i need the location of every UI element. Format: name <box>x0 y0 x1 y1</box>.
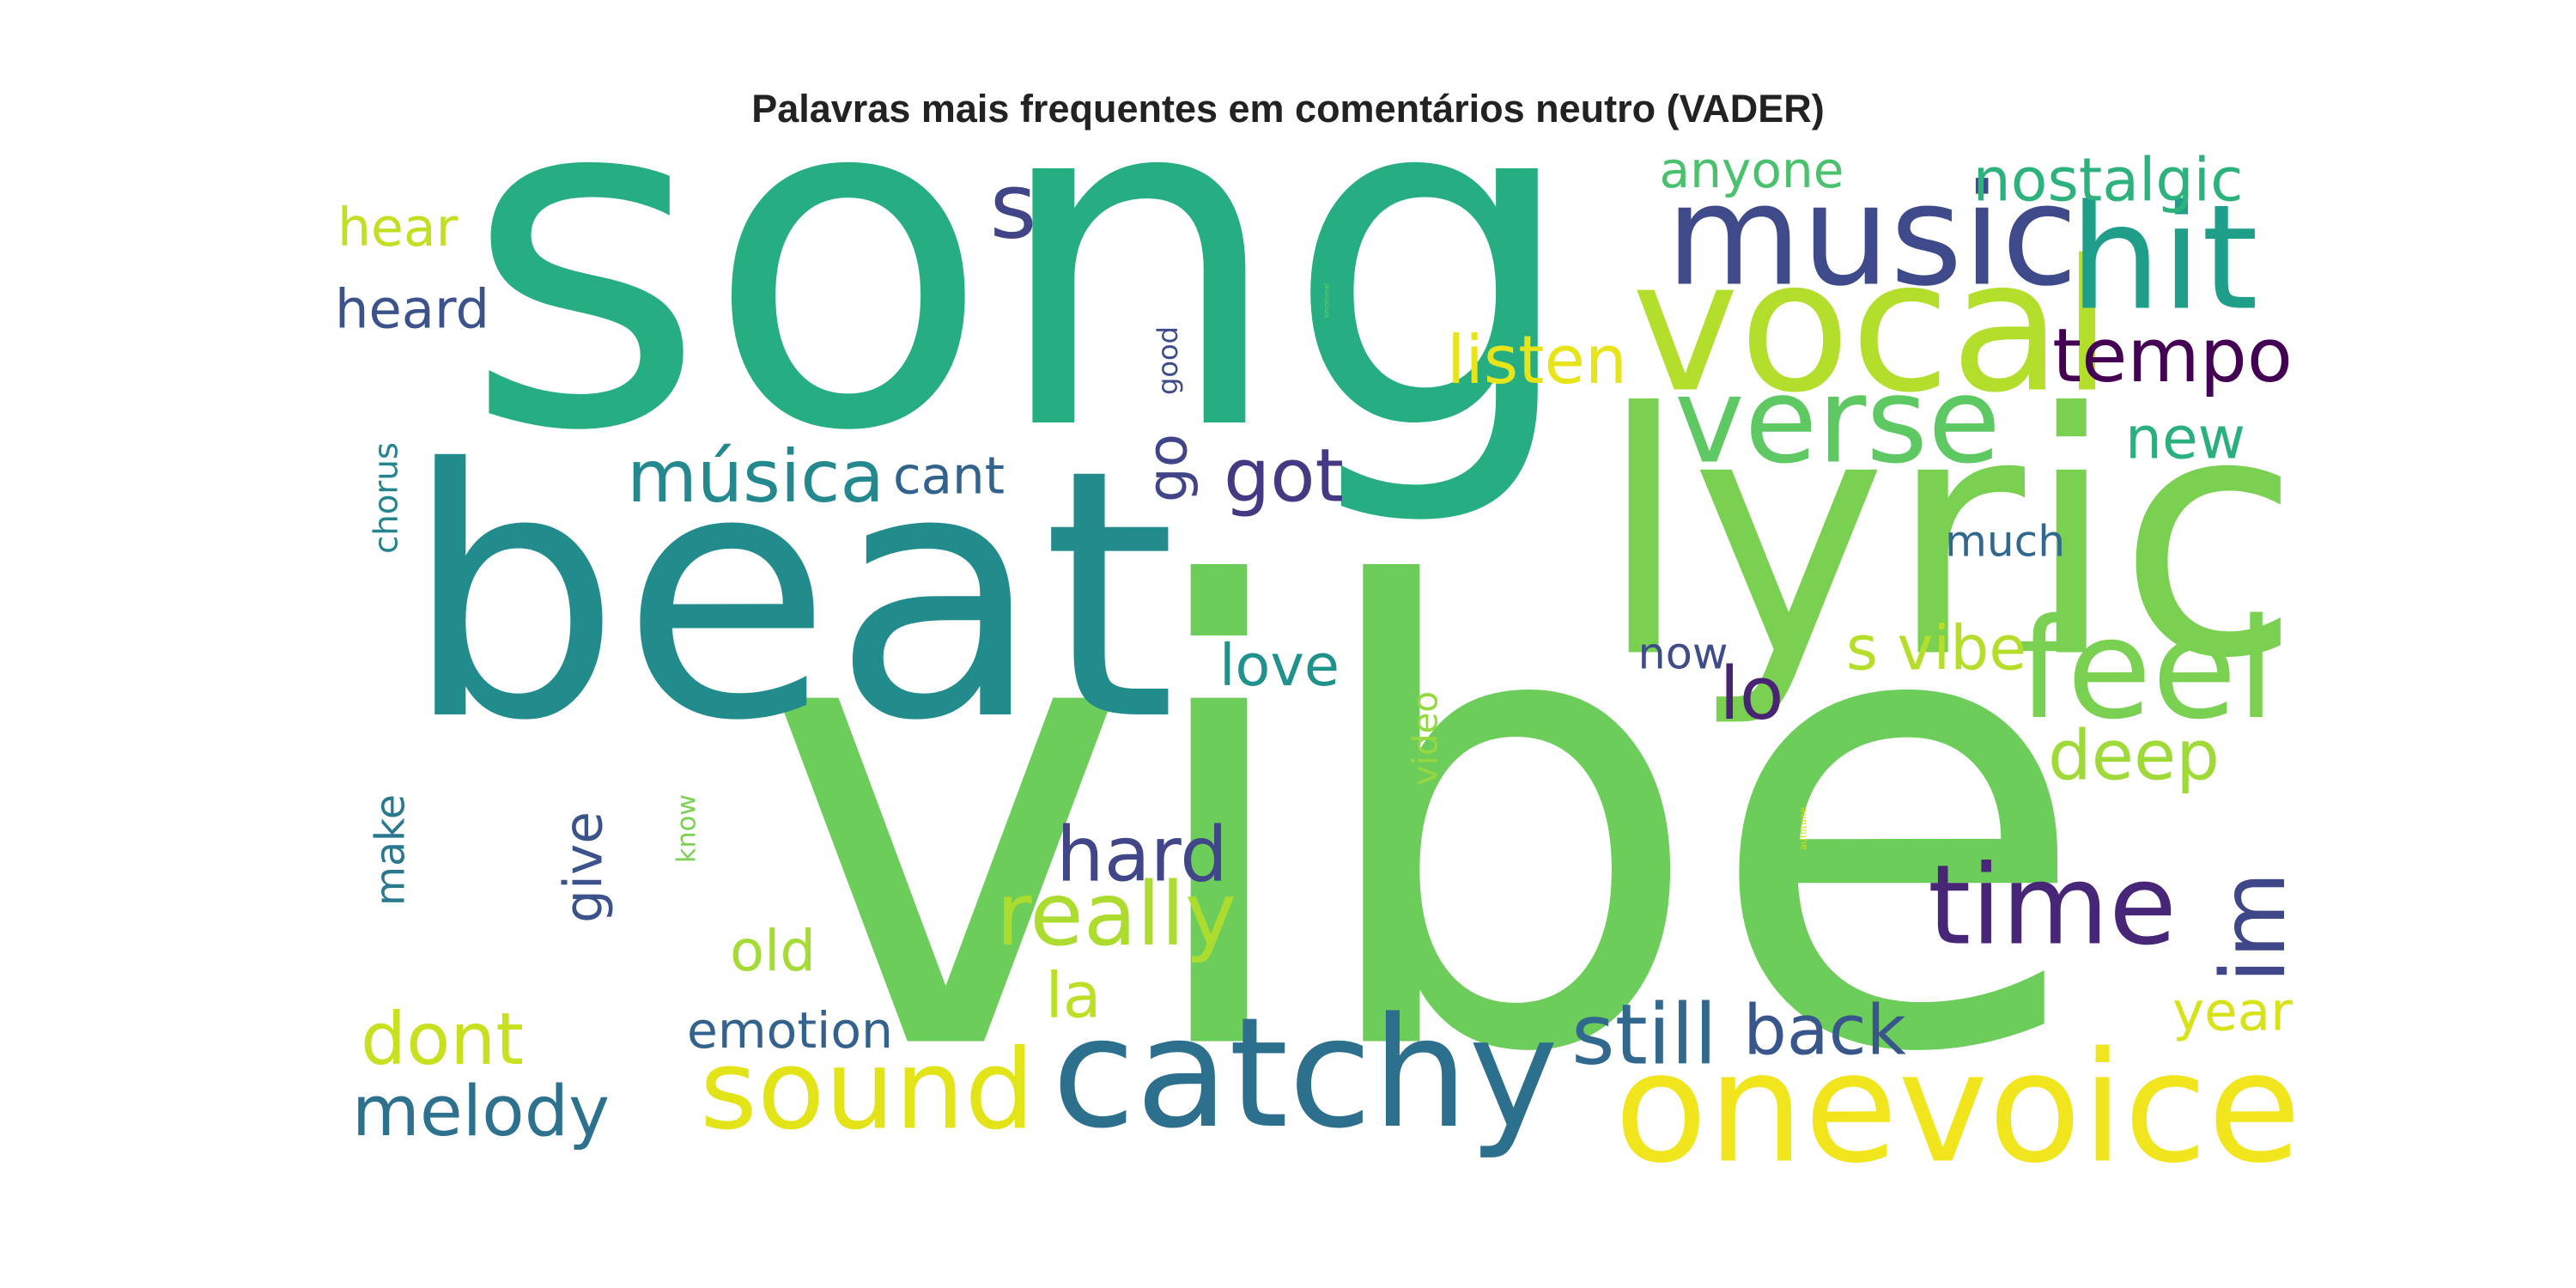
word-anyone: anyone <box>1660 141 1844 199</box>
word-cant: cant <box>893 447 1005 507</box>
word-vocal: vocal <box>1631 221 2112 433</box>
word-tempo: tempo <box>2052 313 2293 399</box>
word-music: music <box>1666 155 2078 318</box>
word-song: song <box>464 0 1580 532</box>
word-verse: verse <box>1674 352 2001 490</box>
word-melody: melody <box>352 1072 610 1152</box>
word-chorus: chorus <box>368 442 406 554</box>
word-video: video <box>1406 691 1446 786</box>
word-hard: hard <box>1056 811 1228 899</box>
word-heard: heard <box>335 278 489 341</box>
chart-title: Palavras mais frequentes em comentários … <box>751 87 1825 131</box>
word-still: still <box>1571 987 1717 1084</box>
word-s-vibe: s vibe <box>1846 613 2026 684</box>
word-la: la <box>1045 960 1101 1033</box>
word-nostalgic: nostalgic <box>1973 146 2244 216</box>
word-feel: feel <box>2018 589 2275 750</box>
word-old: old <box>730 919 816 984</box>
word-love: love <box>1219 632 1340 699</box>
word-lyric: lyric <box>1597 343 2301 732</box>
word-go: go <box>1136 434 1200 502</box>
word-catchy: catchy <box>1052 985 1558 1162</box>
word-emotional: emotional <box>1323 283 1331 318</box>
word-sound: sound <box>700 1027 1035 1155</box>
word-hear: hear <box>337 197 459 258</box>
word-good: good <box>1151 326 1184 395</box>
word-vibe: vibe <box>760 459 2091 1190</box>
word-musica: música <box>627 434 884 519</box>
word-back: back <box>1743 991 1907 1071</box>
word-beat: beat <box>404 398 1176 796</box>
word-lo: lo <box>1720 652 1784 736</box>
word-really: really <box>996 864 1236 965</box>
word-hit: hit <box>2069 173 2258 343</box>
word-im: im <box>2202 872 2306 983</box>
word-dont: dont <box>361 997 524 1081</box>
word-know: know <box>672 794 702 863</box>
word-now: now <box>1637 629 1728 680</box>
word-onevoice: onevoice <box>1614 1019 2301 1197</box>
word-got: got <box>1224 434 1344 519</box>
word-autotune: autotune <box>1798 807 1809 850</box>
word-new: new <box>2125 404 2245 472</box>
word-s: s <box>990 154 1037 259</box>
word-much: much <box>1945 516 2065 567</box>
word-deep: deep <box>2048 716 2220 796</box>
word-listen: listen <box>1447 322 1627 399</box>
word-emotion: emotion <box>687 1001 893 1060</box>
word-give: give <box>554 811 615 923</box>
word-time: time <box>1928 842 2177 970</box>
word-year: year <box>2172 981 2293 1043</box>
word-make: make <box>368 794 415 906</box>
